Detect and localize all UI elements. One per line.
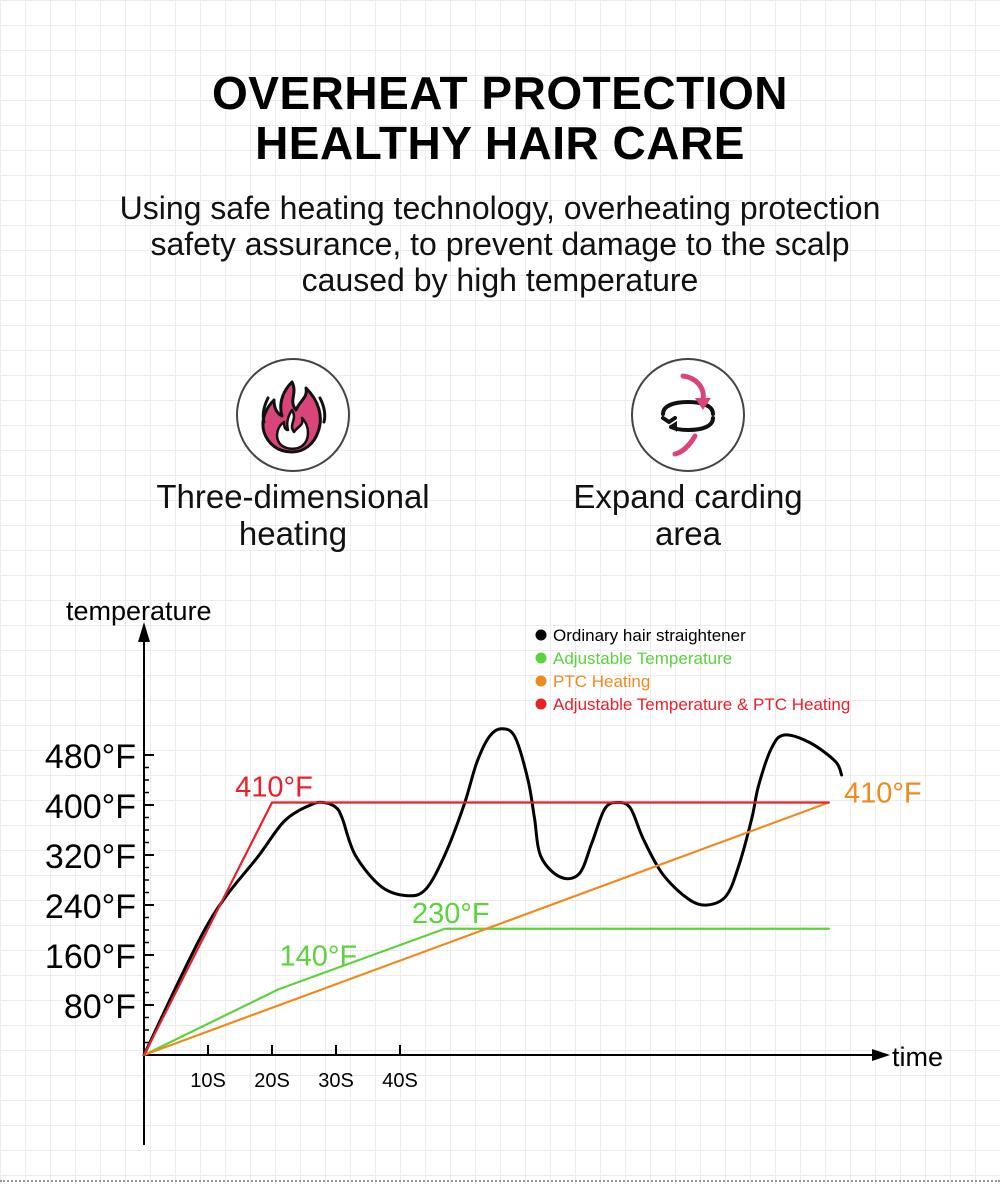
feature-carding-label-line1: Expand carding [573,478,803,515]
y-tick-label: 240°F [45,888,136,926]
series-line-2 [142,801,830,1057]
feature-carding-label-line2: area [654,515,722,552]
legend-entry: Adjustable Temperature & PTC Heating [553,695,850,714]
feature-carding-badge [631,358,745,472]
y-tick-label: 480°F [45,738,136,776]
x-tick-label: 10S [190,1070,226,1092]
legend-entry: Ordinary hair straightener [553,626,746,645]
x-tick-label: 20S [254,1070,290,1092]
bottom-divider [0,1180,1000,1182]
feature-heating-badge [236,358,350,472]
y-tick-label: 80°F [64,988,136,1026]
y-tick-label: 320°F [45,838,136,876]
temperature-chart: temperature time 80°F 160°F 240°F 320°F 400°… [45,596,943,1145]
annotation-label: 140°F [280,940,358,972]
subtitle-line2: safety assurance, to prevent damage to t… [150,226,850,262]
subtitle-line3: caused by high temperature [301,262,699,298]
legend-dot [535,629,547,641]
y-tick-label: 160°F [45,938,136,976]
x-tick-label: 40S [382,1070,418,1092]
legend-dot [535,652,547,664]
legend-entry: Adjustable Temperature [553,649,732,668]
annotation-label: 230°F [412,898,490,930]
annotation-label: 410°F [235,772,313,804]
x-axis-arrow-icon [872,1049,890,1061]
x-tick-label: 30S [318,1070,354,1092]
y-axis-label: temperature [66,596,212,626]
annotation-label: 410°F [844,778,922,810]
legend-dot [535,698,547,710]
series-line-3 [142,801,830,1057]
series-line-1 [142,927,830,1057]
legend-dot [535,675,547,687]
feature-heating-label-line2: heating [238,515,348,552]
x-axis-label: time [892,1042,943,1072]
flame-icon [261,380,327,454]
y-tick-label: 400°F [45,788,136,826]
series-line-0 [142,727,844,1057]
page-title-line2: HEALTHY HAIR CARE [255,117,745,169]
feature-heating-label-line1: Three-dimensional [156,478,430,515]
subtitle-line1: Using safe heating technology, overheati… [119,190,881,226]
y-axis-arrow-icon [138,622,150,642]
chart-axes [138,622,890,1145]
rotate-arrows-icon [661,373,715,457]
page-title-line1: OVERHEAT PROTECTION [211,67,788,119]
legend-entry: PTC Heating [553,672,650,691]
